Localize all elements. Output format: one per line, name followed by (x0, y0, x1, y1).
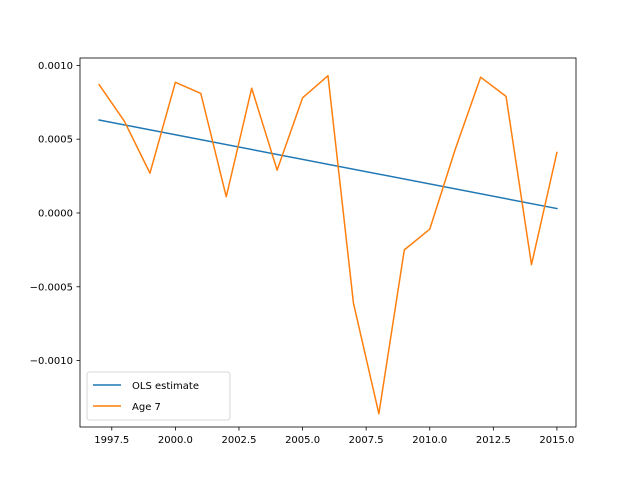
x-tick-label: 2015.0 (539, 435, 574, 446)
y-tick-label: 0.0005 (38, 135, 73, 146)
y-tick-label: −0.0005 (30, 282, 73, 293)
x-tick-label: 1997.5 (94, 435, 129, 446)
x-tick-label: 2005.0 (285, 435, 320, 446)
y-tick-label: 0.0010 (38, 61, 73, 72)
axes-frame (79, 57, 577, 428)
axes-layer: 1997.5 2000.0 2002.5 2005.0 2007.5 2010.0 2012… (30, 57, 577, 446)
legend-label-1: Age 7 (132, 402, 161, 413)
y-tick-label: −0.0010 (30, 356, 73, 367)
legend-label-0: OLS estimate (132, 381, 199, 392)
series-line-0 (98, 119, 558, 210)
legend-box (86, 371, 231, 421)
x-tick-label: 2007.5 (349, 435, 384, 446)
x-tick-label: 2010.0 (412, 435, 447, 446)
x-tick-label: 2012.5 (476, 435, 511, 446)
x-tick-label: 2000.0 (158, 435, 193, 446)
y-tick-label: 0.0000 (38, 208, 73, 219)
x-tick-label: 2002.5 (221, 435, 256, 446)
series-layer (98, 74, 558, 415)
legend: OLS estimate Age 7 (86, 371, 231, 421)
series-line-1 (98, 74, 558, 415)
